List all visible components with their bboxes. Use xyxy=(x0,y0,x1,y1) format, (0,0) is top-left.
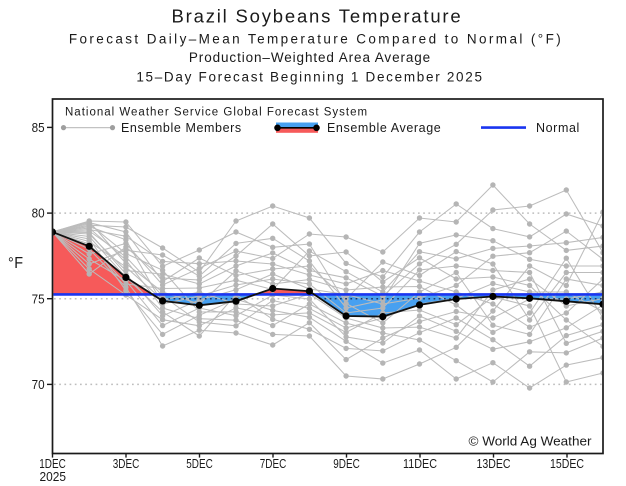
svg-text:15–Day Forecast Beginning 1 De: 15–Day Forecast Beginning 1 December 202… xyxy=(136,70,483,85)
svg-text:11DEC: 11DEC xyxy=(403,457,437,471)
svg-text:13DEC: 13DEC xyxy=(477,457,511,471)
svg-text:85: 85 xyxy=(32,121,45,135)
svg-text:National Weather Service Globa: National Weather Service Global Forecast… xyxy=(65,107,368,119)
svg-text:7DEC: 7DEC xyxy=(260,457,287,471)
svg-text:°F: °F xyxy=(8,255,24,272)
svg-text:Brazil Soybeans Temperature: Brazil Soybeans Temperature xyxy=(172,6,463,27)
svg-text:3DEC: 3DEC xyxy=(113,457,140,471)
svg-text:15DEC: 15DEC xyxy=(550,457,584,471)
svg-text:5DEC: 5DEC xyxy=(186,457,213,471)
svg-text:75: 75 xyxy=(32,292,45,306)
svg-text:70: 70 xyxy=(32,378,45,392)
svg-text:Ensemble Members: Ensemble Members xyxy=(121,121,242,135)
svg-text:© World Ag Weather: © World Ag Weather xyxy=(469,434,593,449)
svg-text:80: 80 xyxy=(32,207,45,221)
svg-text:9DEC: 9DEC xyxy=(333,457,360,471)
svg-text:Ensemble Average: Ensemble Average xyxy=(327,121,441,135)
svg-text:Normal: Normal xyxy=(536,121,580,135)
svg-text:2025: 2025 xyxy=(40,470,67,484)
svg-text:1DEC: 1DEC xyxy=(39,457,66,471)
svg-text:Forecast Daily–Mean Temperatur: Forecast Daily–Mean Temperature Compared… xyxy=(69,32,563,47)
svg-text:Production–Weighted Area Avera: Production–Weighted Area Average xyxy=(189,50,431,65)
